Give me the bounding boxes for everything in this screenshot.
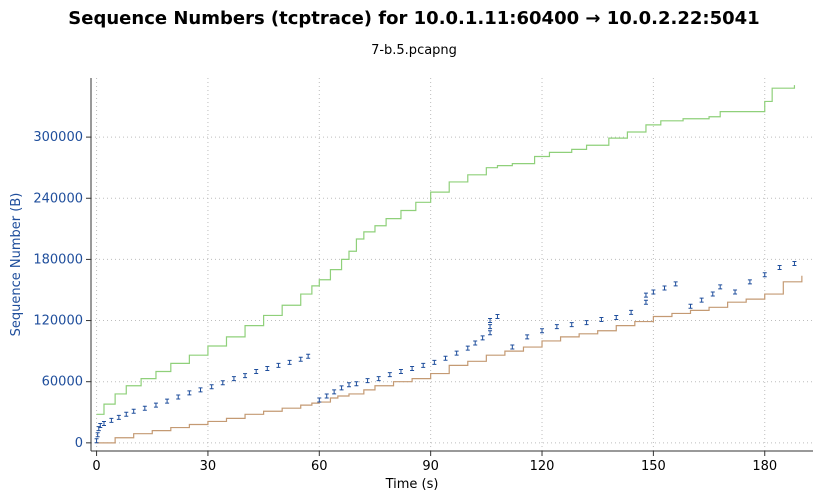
chart-subtitle: 7-b.5.pcapng: [371, 43, 457, 58]
segment-marker: [629, 309, 634, 315]
segment-marker: [365, 378, 370, 384]
segment-marker: [265, 365, 270, 371]
y-tick-label: 120000: [33, 314, 83, 329]
segment-marker: [153, 402, 158, 408]
segment-marker: [488, 330, 493, 336]
segment-marker: [354, 381, 359, 387]
segment-marker: [346, 382, 351, 388]
segment-marker: [525, 334, 530, 340]
segment-marker: [109, 417, 114, 423]
segment-marker: [643, 292, 648, 298]
segment-marker: [339, 385, 344, 391]
segment-marker: [747, 279, 752, 285]
segment-marker: [710, 291, 715, 297]
segment-marker: [465, 345, 470, 351]
segment-marker: [762, 272, 767, 278]
segment-marker: [718, 284, 723, 290]
series-line-1: [96, 275, 803, 444]
segment-marker: [220, 380, 225, 386]
segment-marker: [473, 340, 478, 346]
segment-marker: [131, 408, 136, 414]
segment-marker: [116, 414, 121, 420]
segment-marker: [443, 355, 448, 361]
y-tick-label: 0: [75, 436, 83, 451]
segment-marker: [324, 393, 329, 399]
segment-marker: [421, 362, 426, 368]
segment-marker: [510, 344, 515, 350]
y-tick-label: 300000: [33, 130, 83, 145]
segment-marker: [488, 324, 493, 330]
segment-marker: [176, 394, 181, 400]
segment-marker: [651, 289, 656, 295]
segment-marker: [298, 356, 303, 362]
segment-marker: [387, 372, 392, 378]
segment-marker: [699, 297, 704, 303]
segment-marker: [488, 318, 493, 324]
segment-marker: [243, 373, 248, 379]
x-tick-label: 180: [752, 459, 777, 474]
segment-marker: [662, 285, 667, 291]
segment-marker: [432, 359, 437, 365]
segment-marker: [643, 299, 648, 305]
x-tick-label: 90: [422, 459, 439, 474]
segment-marker: [376, 376, 381, 382]
y-tick-label: 60000: [42, 375, 83, 390]
segment-marker: [540, 328, 545, 334]
segment-marker: [554, 324, 559, 330]
segment-marker: [777, 265, 782, 271]
segment-marker: [187, 390, 192, 396]
segment-marker: [276, 362, 281, 368]
segment-marker: [95, 432, 100, 438]
segment-marker: [198, 387, 203, 393]
x-tick-label: 60: [311, 459, 328, 474]
segment-marker: [454, 350, 459, 356]
segment-marker: [480, 335, 485, 341]
segment-marker: [410, 365, 415, 371]
segment-marker: [231, 376, 236, 382]
segment-marker: [254, 369, 259, 375]
y-tick-label: 180000: [33, 252, 83, 267]
y-tick-label: 240000: [33, 191, 83, 206]
x-tick-label: 30: [200, 459, 217, 474]
segment-marker: [599, 317, 604, 323]
segment-marker: [142, 405, 147, 411]
segment-marker: [614, 314, 619, 320]
segment-marker: [332, 389, 337, 395]
segment-marker: [317, 397, 322, 403]
x-tick-label: 0: [92, 459, 100, 474]
segment-marker: [101, 420, 106, 426]
x-tick-label: 120: [530, 459, 555, 474]
segment-marker: [673, 281, 678, 287]
x-axis-label: Time (s): [385, 477, 439, 492]
segment-marker: [287, 359, 292, 365]
segment-marker: [584, 320, 589, 326]
y-axis-label: Sequence Number (B): [9, 193, 24, 337]
segment-marker: [688, 303, 693, 309]
segment-marker: [733, 289, 738, 295]
segment-marker: [398, 369, 403, 375]
segment-marker: [165, 398, 170, 404]
segment-marker: [569, 322, 574, 328]
segment-marker: [306, 353, 311, 359]
series-line-0: [96, 85, 796, 415]
segment-marker: [98, 423, 103, 429]
segment-marker: [94, 438, 99, 444]
segment-marker: [124, 411, 129, 417]
segment-marker: [495, 313, 500, 319]
segment-marker: [209, 384, 214, 390]
chart-title: Sequence Numbers (tcptrace) for 10.0.1.1…: [68, 8, 760, 29]
segment-marker: [792, 260, 797, 266]
x-tick-label: 150: [641, 459, 666, 474]
